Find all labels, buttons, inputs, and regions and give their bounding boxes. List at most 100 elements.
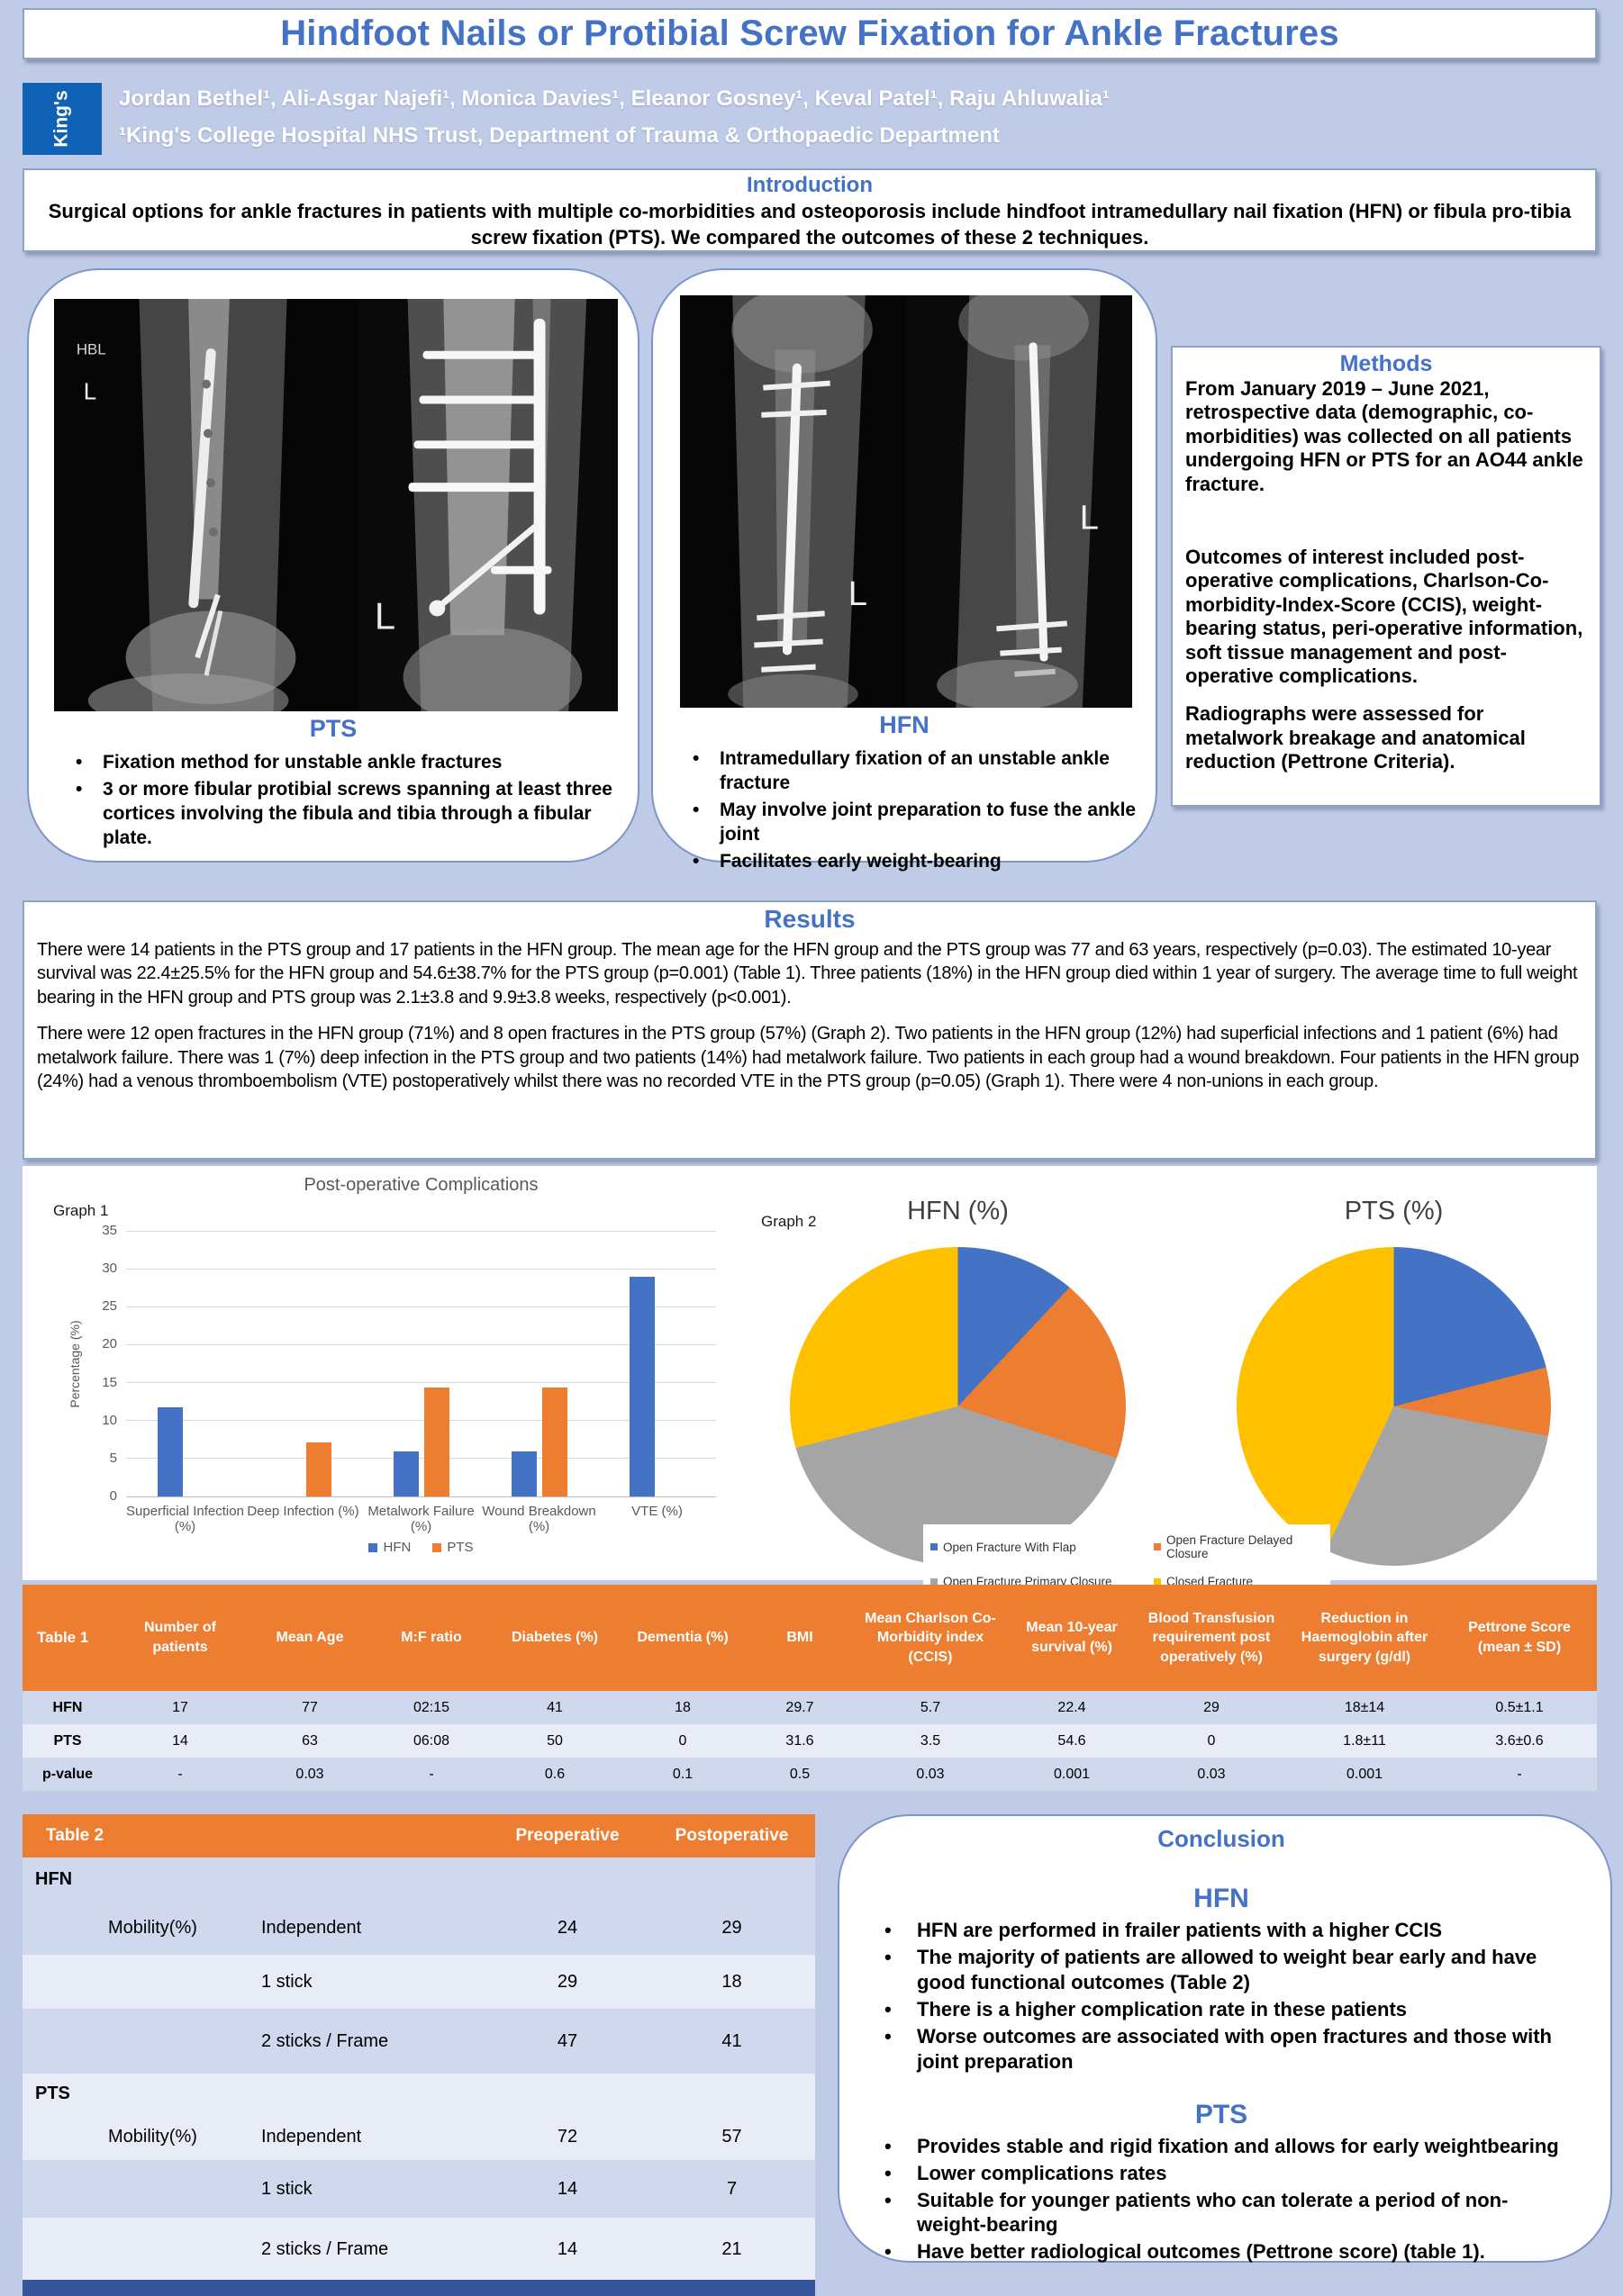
preoperative-value: 47 [557, 2030, 578, 2051]
table-cell: 0.03 [295, 1766, 324, 1782]
kings-college-logo: King's [23, 83, 102, 155]
bullet-item: There is a higher complication rate in t… [875, 1997, 1567, 2022]
pts-xray-strip: HBL L L [54, 299, 618, 711]
graph1-y-axis-label: Percentage (%) [68, 1320, 82, 1408]
legend-swatch [368, 1542, 378, 1552]
column-header: BMI [786, 1630, 813, 1646]
table-cell: 18 [675, 1699, 691, 1715]
column-header: Mean Charlson Co-Morbidity index (CCIS) [865, 1610, 996, 1665]
hfn-section: L L HFN Intramedullary fixation of an un… [651, 268, 1157, 873]
gridline [126, 1496, 716, 1497]
legend-swatch [1154, 1543, 1161, 1550]
table-row: 2 sticks / Frame 14 21 [23, 2218, 815, 2281]
table-cell: - [429, 1766, 434, 1782]
y-tick-label: 20 [102, 1336, 117, 1352]
table-cell: 0.6 [544, 1766, 566, 1782]
table-row: 2 sticks / Frame 47 41 [23, 2009, 815, 2074]
table1-label: Table 1 [37, 1628, 89, 1646]
bullet-item: Worse outcomes are associated with open … [875, 2024, 1567, 2075]
table-cell: 0.001 [1346, 1766, 1383, 1782]
row-item-label: Independent [261, 1917, 362, 1938]
graph1-label: Graph 1 [53, 1202, 109, 1219]
conclusion-pts-heading: PTS [1194, 2099, 1248, 2129]
category-label: Superficial Infection (%) [126, 1504, 244, 1534]
table-row: p-value - 0.03 - 0.6 0.1 0.5 0.03 0.001 0.03 0.001… [23, 1758, 1597, 1791]
graph1-plot-area: 0 5 10 15 20 25 30 35 Superficial Infection (%) D… [102, 1223, 716, 1534]
xray-marker-l: L [848, 574, 867, 613]
row-label: PTS [53, 1732, 82, 1749]
column-header: Dementia (%) [637, 1630, 729, 1646]
legend-swatch [432, 1542, 442, 1552]
column-header: Reduction in Haemoglobin after surgery (… [1301, 1610, 1428, 1665]
conclusion-hfn-bullet-list: HFN are performed in frailer patients wi… [875, 1918, 1567, 2075]
bullet-item: The majority of patients are allowed to … [875, 1945, 1567, 1995]
table-cell: 0.5 [789, 1766, 811, 1782]
bar-hfn [511, 1451, 537, 1496]
graph1-legend: HFN PTS [126, 1540, 716, 1555]
legend-item: Open Fracture With Flap [930, 1533, 1154, 1560]
table-cell: 0.001 [1053, 1766, 1091, 1782]
gridline [126, 1306, 716, 1307]
legend-swatch [930, 1543, 938, 1550]
y-tick-label: 35 [102, 1223, 117, 1238]
bullet-item: May involve joint preparation to fuse th… [682, 799, 1137, 847]
hfn-xray-strip: L L [680, 295, 1132, 708]
methods-paragraph: From January 2019 – June 2021, retrospec… [1185, 377, 1583, 495]
row-item-label: 1 stick [261, 1971, 313, 1992]
bar-pts [305, 1442, 331, 1496]
gridline [126, 1268, 716, 1270]
authors-block: Jordan Bethel¹, Ali-Asgar Najefi¹, Monic… [119, 86, 1110, 160]
methods-section: Methods From January 2019 – June 2021, r… [1171, 346, 1601, 807]
bullet-item: 3 or more fibular protibial screws spann… [65, 778, 619, 851]
xray-pts-lateral-image: HBL L [54, 299, 359, 711]
logo-text: King's [50, 90, 72, 148]
row-item-label: Independent [261, 2126, 362, 2147]
gridline [126, 1230, 716, 1232]
table2-body: HFN Mobility(%) Independent 24 29 1 stick 29 18… [23, 1858, 815, 2281]
bar-hfn [157, 1406, 183, 1496]
table1-section: Table 1 Number of patients Mean Age M:F rat… [23, 1585, 1597, 1791]
column-header: Mean Age [276, 1630, 344, 1646]
bar-hfn [629, 1276, 655, 1496]
gridline [126, 1458, 716, 1460]
table-cell: 3.6±0.6 [1495, 1732, 1544, 1749]
row-group-label: HFN [35, 1868, 73, 1889]
pts-pie-title: PTS (%) [1344, 1197, 1444, 1225]
table-cell: 29.7 [785, 1699, 814, 1715]
table1-body: HFN 17 77 02:15 41 18 29.7 5.7 22.4 29 18±14 0.5±1.… [23, 1691, 1597, 1791]
table-row: 1 stick 29 18 [23, 1955, 815, 2009]
results-section: Results There were 14 patients in the PT… [23, 900, 1597, 1160]
postoperative-value: 7 [726, 2178, 738, 2199]
legend-item: Open Fracture Delayed Closure [1154, 1533, 1323, 1560]
results-heading: Results [764, 905, 856, 933]
category-label: VTE (%) [631, 1504, 683, 1519]
methods-paragraph: Radiographs were assessed for metalwork … [1185, 702, 1526, 773]
preoperative-value: 14 [557, 2238, 578, 2259]
column-header: M:F ratio [401, 1630, 462, 1646]
bar-hfn [393, 1451, 419, 1496]
conclusion-pts-bullet-list: Provides stable and rigid fixation and a… [875, 2134, 1567, 2265]
table-cell: 29 [1203, 1699, 1220, 1715]
table-cell: 17 [172, 1699, 188, 1715]
legend-item: HFN [368, 1540, 411, 1555]
column-header-postoperative: Postoperative [675, 1826, 789, 1845]
preoperative-value: 29 [557, 1971, 578, 1992]
preoperative-value: 24 [557, 1917, 578, 1938]
table-cell: 54.6 [1057, 1732, 1086, 1749]
category-label: Deep Infection (%) [247, 1504, 359, 1519]
xray-hfn-lateral-image: L [906, 295, 1132, 708]
legend-label: Open Fracture Delayed Closure [1166, 1533, 1293, 1560]
y-tick-label: 10 [102, 1412, 117, 1428]
legend-item: PTS [432, 1540, 474, 1555]
column-header-preoperative: Preoperative [515, 1826, 620, 1845]
graph1-title: Post-operative Complications [304, 1175, 539, 1195]
table-cell: 0.03 [1197, 1766, 1226, 1782]
bar-pts [423, 1388, 449, 1496]
table-cell: 3.5 [920, 1732, 941, 1749]
table-cell: 77 [302, 1699, 318, 1715]
xray-marker-l: L [375, 594, 395, 637]
table-cell: 22.4 [1057, 1699, 1086, 1715]
postoperative-value: 29 [721, 1917, 742, 1938]
preoperative-value: 14 [557, 2178, 578, 2199]
